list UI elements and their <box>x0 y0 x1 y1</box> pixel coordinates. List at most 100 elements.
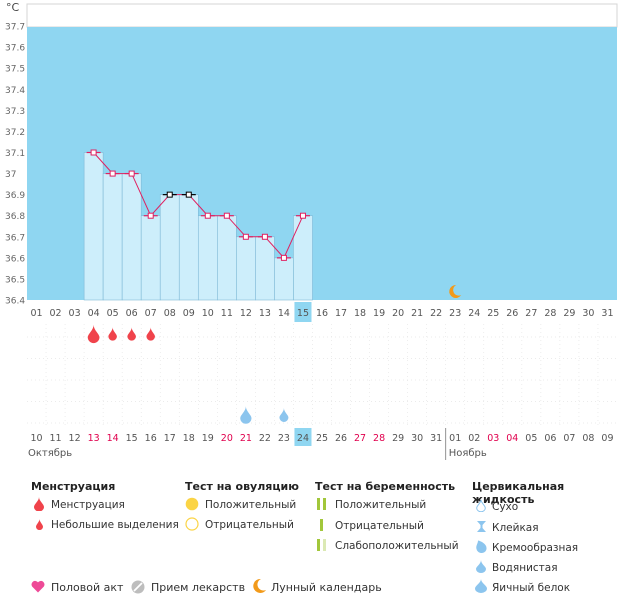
cycle-day-label: 31 <box>601 308 613 319</box>
today-highlight <box>294 428 312 446</box>
calendar-date-label: 30 <box>411 433 423 444</box>
cycle-day-label: 30 <box>582 308 594 319</box>
month-label: Ноябрь <box>449 448 487 459</box>
current-day-highlight <box>294 302 312 322</box>
calendar-date-label: 03 <box>487 433 499 444</box>
cycle-day-label: 16 <box>316 308 328 319</box>
calendar-date-label: 12 <box>69 433 81 444</box>
cycle-day-label: 12 <box>240 308 252 319</box>
temp-point <box>90 149 97 156</box>
legend-pregnancy-negative-label: Отрицательный <box>335 520 424 532</box>
heavy-drop-icon <box>34 497 44 511</box>
calendar-date-label: 20 <box>221 433 233 444</box>
cycle-day-label: 27 <box>525 308 537 319</box>
unit-label: °C <box>6 1 20 14</box>
y-tick-label: 37 <box>5 170 16 180</box>
cycle-day-label: 08 <box>164 308 176 319</box>
filled-circle-icon <box>185 497 199 511</box>
spotting-drop <box>146 327 155 341</box>
temp-bar <box>121 173 142 301</box>
calendar-date-label: 31 <box>430 433 442 444</box>
heart-icon <box>31 580 45 593</box>
cycle-day-label: 09 <box>183 308 195 319</box>
temp-point <box>128 170 135 177</box>
month-label: Октябрь <box>28 448 72 459</box>
calendar-date-label: 10 <box>30 433 42 444</box>
y-tick-label: 37.6 <box>5 44 25 54</box>
cycle-day-label: 20 <box>392 308 404 319</box>
calendar-date-label: 18 <box>183 433 195 444</box>
cycle-day-label: 03 <box>69 308 81 319</box>
legend-egg-white-label: Яичный белок <box>492 582 571 594</box>
temp-point <box>242 233 249 240</box>
cycle-day-label: 10 <box>202 308 214 319</box>
faint-line-icon <box>317 539 326 551</box>
legend-ovulation-positive-label: Положительный <box>205 499 297 511</box>
calendar-date-label: 14 <box>107 433 119 444</box>
temp-bar <box>102 173 123 301</box>
calendar-date-label: 28 <box>373 433 385 444</box>
temp-bar <box>293 215 313 301</box>
legend-cervical-title: Цервикальная жидкость <box>472 480 565 506</box>
calendar-date-label: 06 <box>544 433 556 444</box>
temp-point <box>280 254 287 261</box>
legend-creamy-label: Кремообразная <box>492 542 579 554</box>
cycle-day-label: 04 <box>88 308 100 319</box>
cycle-day-label: 07 <box>145 308 157 319</box>
temp-point <box>299 212 306 219</box>
y-tick-label: 36.8 <box>5 212 25 222</box>
calendar-date-label: 17 <box>164 433 176 444</box>
temp-bar <box>274 257 294 301</box>
temp-bar <box>255 236 275 301</box>
calendar-date-label: 23 <box>278 433 290 444</box>
legend-pregnancy-faint-label: Слабоположительный <box>335 540 459 552</box>
calendar-date-label: 09 <box>601 433 613 444</box>
creamy-drop-icon <box>476 540 487 553</box>
cycle-day-label: 21 <box>411 308 423 319</box>
legend-dry-label: Сухо <box>492 501 519 513</box>
calendar-date-label: 27 <box>354 433 366 444</box>
bbt-chart: °C 37.7 37.6 37.5 37.4 37.3 37.2 37.1 37 36.9 36.… <box>5 1 618 460</box>
moon-icon <box>449 284 462 298</box>
egg-white-drop-icon <box>475 579 487 593</box>
calendar-date-label: 02 <box>468 433 480 444</box>
calendar-date-label: 13 <box>88 433 100 444</box>
cycle-day-label: 26 <box>506 308 518 319</box>
legend-pregnancy-positive-label: Положительный <box>335 499 427 511</box>
temp-bar <box>83 152 104 301</box>
legend-intercourse-label: Половой акт <box>51 581 124 594</box>
temp-point <box>109 170 116 177</box>
y-tick-label: 36.5 <box>5 275 25 285</box>
legend-lunar-calendar-label: Лунный календарь <box>271 581 382 594</box>
cycle-day-label: 18 <box>354 308 366 319</box>
calendar-date-label: 11 <box>50 433 62 444</box>
y-tick-label: 37.5 <box>5 65 25 75</box>
cycle-day-label: 02 <box>50 308 62 319</box>
cycle-day-label: 25 <box>487 308 499 319</box>
plot-top-band <box>26 3 618 28</box>
calendar-date-label: 29 <box>392 433 404 444</box>
legend-menstruation-title: Менструация <box>31 480 116 493</box>
temp-point <box>223 212 230 219</box>
calendar-date-label: 07 <box>563 433 575 444</box>
cycle-day-label: 29 <box>563 308 575 319</box>
calendar-date-label: 15 <box>126 433 138 444</box>
egg-white-drop <box>240 406 252 424</box>
y-tick-label: 36.9 <box>5 191 25 201</box>
legend-pregnancy-title: Тест на беременность <box>315 480 456 493</box>
moon-icon <box>253 578 266 593</box>
temp-point <box>147 212 154 219</box>
y-tick-label: 37.1 <box>5 149 25 159</box>
cycle-day-label: 22 <box>430 308 442 319</box>
temp-bar <box>217 215 237 301</box>
temp-bar <box>197 215 218 301</box>
menstruation-drop <box>87 324 100 344</box>
empty-circle-icon <box>185 517 199 531</box>
temp-bar <box>140 215 161 301</box>
y-tick-label: 36.6 <box>5 254 25 264</box>
temp-point <box>166 191 173 198</box>
y-tick-label: 37.2 <box>5 128 25 138</box>
calendar-date-label: 08 <box>582 433 594 444</box>
calendar-date-label: 25 <box>316 433 328 444</box>
temp-point <box>261 233 268 240</box>
